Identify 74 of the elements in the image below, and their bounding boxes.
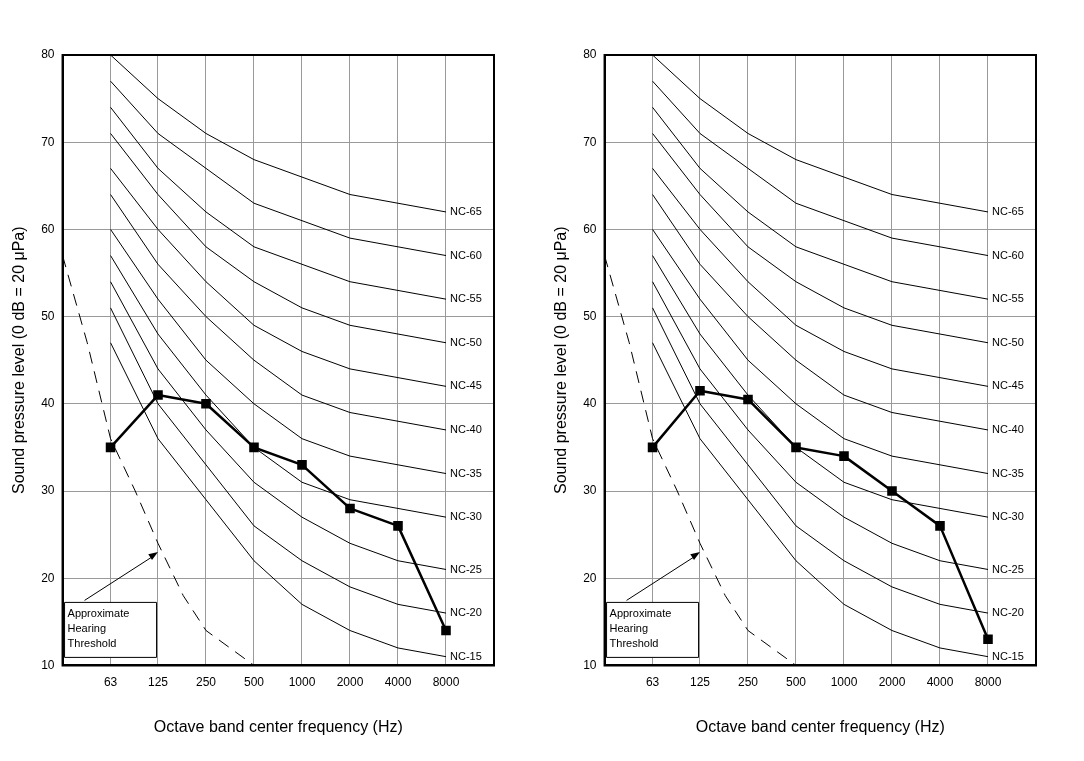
point	[345, 503, 355, 514]
point	[153, 390, 163, 400]
point	[201, 399, 211, 409]
x-tick-label: 2000	[336, 674, 364, 689]
y-tick-label: 80	[583, 47, 597, 62]
annotation: Approximate Hearing Threshold	[67, 607, 130, 650]
x-axis-title: Octave band center frequency (Hz)	[153, 717, 403, 735]
y-tick-label: 40	[41, 396, 55, 411]
x-tick-label: 4000	[384, 674, 412, 689]
x-tick-label: 63	[103, 674, 118, 689]
point	[839, 451, 849, 461]
y-tick-label: 10	[583, 657, 597, 672]
point	[393, 521, 403, 531]
x-tick-label: 4000	[926, 674, 954, 689]
point	[935, 521, 945, 531]
series-label: NC-50	[450, 335, 482, 348]
series-label: NC-20	[992, 606, 1024, 619]
y-tick-label: 70	[583, 134, 597, 149]
point	[983, 634, 993, 645]
x-axis-title: Octave band center frequency (Hz)	[695, 717, 945, 735]
x-tick-label: 250	[737, 674, 759, 689]
y-tick-label: 20	[583, 570, 597, 585]
series-label: NC-15	[992, 649, 1024, 662]
point	[743, 394, 753, 405]
y-tick-label: 80	[41, 47, 55, 62]
y-tick-label: 50	[41, 308, 55, 323]
y-tick-label: 60	[583, 221, 597, 236]
point	[441, 625, 451, 636]
series-label: NC-55	[992, 292, 1024, 305]
series-label: NC-45	[992, 379, 1024, 392]
series-label: NC-50	[992, 335, 1024, 348]
series-label: NC-20	[450, 606, 482, 619]
series-label: NC-35	[450, 466, 482, 479]
series-label: NC-60	[992, 248, 1024, 261]
series-label: NC-65	[992, 204, 1024, 217]
x-tick-label: 125	[689, 674, 711, 689]
y-tick-label: 10	[41, 657, 55, 672]
x-tick-label: 8000	[974, 674, 1002, 689]
y-tick-label: 40	[583, 396, 597, 411]
y-axis-title: Sound pressure level (0 dB = 20 μPa)	[10, 226, 28, 494]
series-label: NC-65	[450, 204, 482, 217]
x-tick-label: 2000	[878, 674, 906, 689]
x-tick-label: 63	[645, 674, 660, 689]
series-label: NC-30	[450, 510, 482, 523]
series-label: NC-35	[992, 466, 1024, 479]
y-tick-label: 30	[583, 483, 597, 498]
series-label: NC-25	[450, 562, 482, 575]
y-tick-label: 60	[41, 221, 55, 236]
series-label: NC-15	[450, 649, 482, 662]
x-tick-label: 8000	[432, 674, 460, 689]
point	[297, 460, 307, 470]
y-tick-label: 70	[41, 134, 55, 149]
point	[647, 442, 658, 453]
series-label: NC-40	[450, 422, 482, 435]
point	[695, 385, 705, 396]
x-tick-label: 500	[243, 674, 265, 689]
x-tick-label: 1000	[288, 674, 316, 689]
y-tick-label: 30	[41, 483, 55, 498]
y-tick-label: 50	[583, 308, 597, 323]
annotation: Approximate Hearing Threshold	[609, 607, 672, 650]
x-tick-label: 1000	[830, 674, 858, 689]
y-axis-title: Sound pressure level (0 dB = 20 μPa)	[552, 226, 570, 494]
y-tick-label: 20	[41, 570, 55, 585]
series-label: NC-55	[450, 292, 482, 305]
point	[887, 486, 897, 496]
series-label: NC-30	[992, 510, 1024, 523]
series-label: NC-45	[450, 379, 482, 392]
x-tick-label: 125	[147, 674, 169, 689]
point	[105, 442, 116, 453]
series-label: NC-25	[992, 562, 1024, 575]
series-label: NC-40	[992, 422, 1024, 435]
x-tick-label: 250	[195, 674, 217, 689]
x-tick-label: 500	[785, 674, 807, 689]
series-label: NC-60	[450, 248, 482, 261]
